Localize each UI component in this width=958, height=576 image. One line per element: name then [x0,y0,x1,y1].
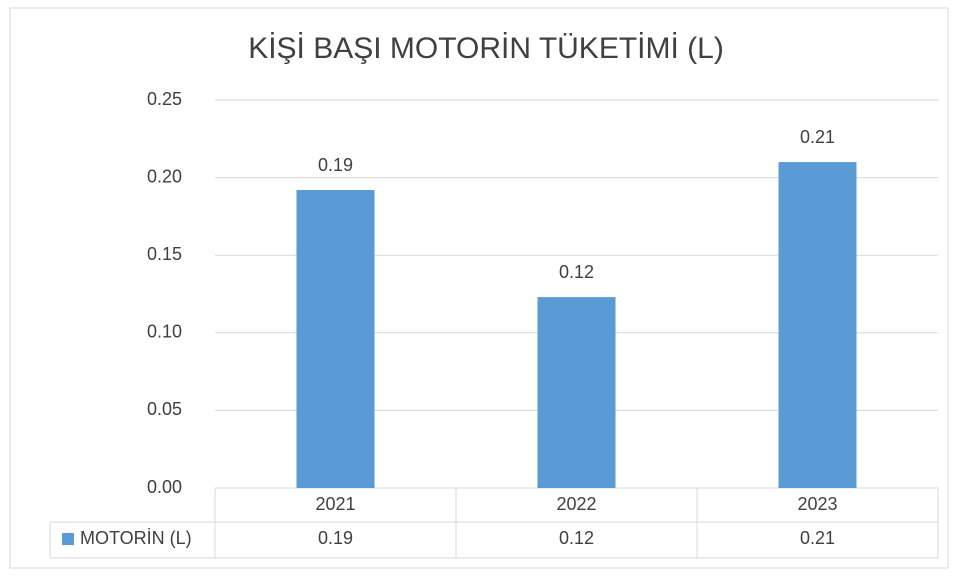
legend-key [62,533,74,545]
data-label: 0.19 [318,155,353,175]
table-value: 0.21 [800,528,835,548]
x-tick-label: 2023 [797,494,837,514]
data-label: 0.12 [559,262,594,282]
y-tick-label: 0.25 [147,89,182,109]
y-tick-label: 0.00 [147,477,182,497]
y-tick-label: 0.05 [147,399,182,419]
x-tick-label: 2022 [556,494,596,514]
y-tick-label: 0.10 [147,322,182,342]
bar [537,297,616,488]
y-tick-label: 0.15 [147,244,182,264]
x-tick-label: 2021 [315,494,355,514]
bar [778,162,857,488]
legend-label: MOTORİN (L) [80,528,192,548]
bar [296,190,375,489]
data-label: 0.21 [800,127,835,147]
chart-title: KİŞİ BAŞI MOTORİN TÜKETİMİ (L) [248,32,724,65]
table-value: 0.12 [559,528,594,548]
table-value: 0.19 [318,528,353,548]
y-tick-label: 0.20 [147,166,182,186]
